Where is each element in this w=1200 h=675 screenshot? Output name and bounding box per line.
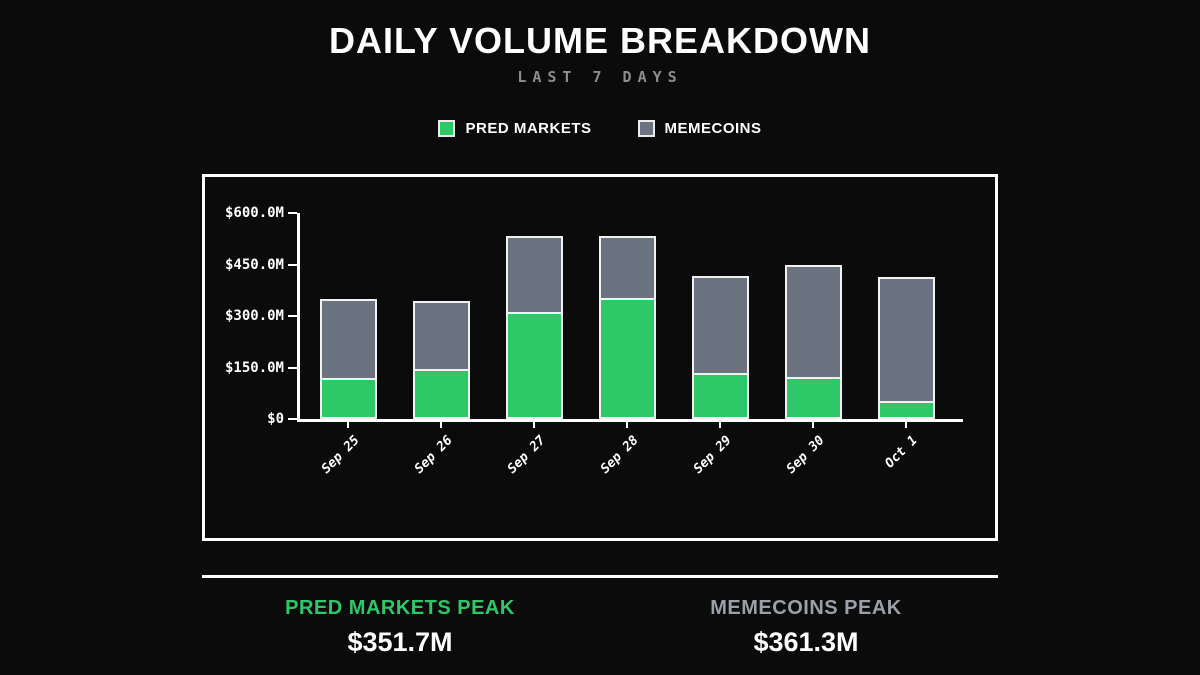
pred-markets-peak-value: $351.7M [347,627,453,657]
y-tick [288,418,297,420]
memecoins-segment-sep-25 [319,298,377,378]
y-axis-label: $450.0M [224,256,284,273]
memecoins-peak-value: $361.3M [753,627,859,657]
pred-markets-peak-label: PRED MARKETS PEAK [285,597,515,619]
x-axis-label: Sep 27 [504,433,549,477]
x-axis-label: Oct 1 [882,433,921,472]
memecoins-swatch [637,120,655,137]
legend: PRED MARKETS MEMECOINS [0,120,1200,137]
memecoins-segment-sep-27 [505,236,563,312]
x-axis-label: Sep 30 [783,433,828,477]
legend-label-pred-markets: PRED MARKETS [465,120,592,137]
x-tick [719,422,721,428]
y-axis-label: $150.0M [224,359,284,376]
memecoins-segment-sep-30 [784,265,842,378]
page-title: DAILY VOLUME BREAKDOWN [328,20,872,61]
x-tick [440,422,442,428]
plot-area: $600.0M $450.0M $300.0M $150.0M $0 Sep 25 Sep … [225,205,963,477]
x-tick [626,422,628,428]
y-axis-line [297,213,300,422]
y-axis-label: $0 [267,411,284,427]
y-tick [288,263,297,266]
y-axis-label: $600.0M [224,205,284,221]
pred-markets-segment-sep-30 [784,377,842,419]
x-tick [905,422,907,428]
y-tick [288,366,297,369]
memecoins-segment-sep-28 [598,236,656,299]
divider-line [202,575,998,578]
memecoins-segment-sep-26 [412,300,470,369]
chart-frame: $600.0M $450.0M $300.0M $150.0M $0 Sep 25 Sep … [202,174,998,541]
legend-item-memecoins: MEMECOINS [637,120,762,137]
pred-markets-swatch [438,120,456,137]
x-tick [533,422,535,428]
pred-markets-segment-oct-1 [877,401,935,419]
pred-markets-segment-sep-29 [691,373,749,419]
y-tick [288,212,297,214]
pred-markets-peak-stat: PRED MARKETS PEAK $351.7M [203,597,597,658]
memecoins-peak-stat: MEMECOINS PEAK $361.3M [609,597,1003,658]
pred-markets-segment-sep-25 [319,377,377,419]
x-axis-label: Sep 29 [690,433,735,477]
y-tick [288,315,297,317]
y-axis-label: $300.0M [224,308,284,324]
x-axis-label: Sep 25 [318,433,363,477]
x-axis-label: Sep 28 [597,433,642,477]
x-axis-label: Sep 26 [411,433,456,477]
pred-markets-segment-sep-27 [505,311,563,419]
memecoins-peak-label: MEMECOINS PEAK [710,597,902,619]
memecoins-segment-sep-29 [691,276,749,374]
x-axis-line [297,419,963,422]
pred-markets-segment-sep-28 [598,298,656,419]
legend-item-pred-markets: PRED MARKETS [438,120,591,137]
legend-label-memecoins: MEMECOINS [664,120,762,137]
pred-markets-segment-sep-26 [412,368,470,419]
memecoins-segment-oct-1 [877,277,935,402]
x-tick [812,422,814,428]
x-tick [347,422,349,428]
page-subtitle: LAST 7 DAYS [517,68,683,86]
